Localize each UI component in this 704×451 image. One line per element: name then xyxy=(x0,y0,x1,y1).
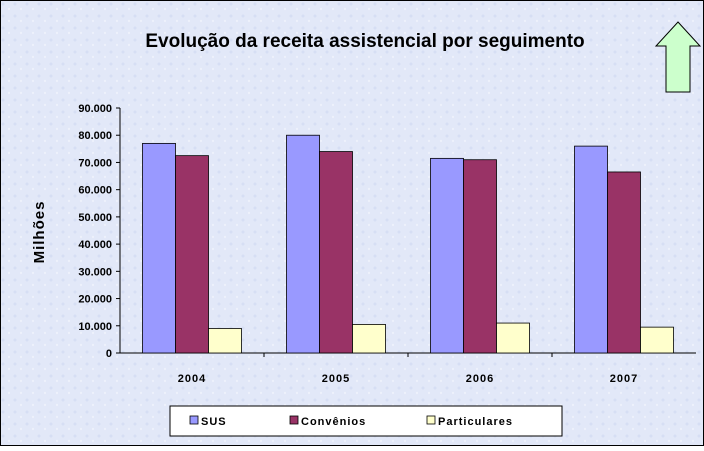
legend-label: SUS xyxy=(201,416,227,428)
y-tick-label: 0 xyxy=(106,348,112,360)
legend-label: Convênios xyxy=(301,416,366,428)
bar xyxy=(640,326,674,354)
legend-swatch xyxy=(289,415,299,425)
chart-title: Evolução da receita assistencial por seg… xyxy=(145,31,584,52)
bar xyxy=(430,157,464,354)
x-tick-label: 2006 xyxy=(466,373,494,385)
bar xyxy=(496,322,530,354)
bar xyxy=(319,151,353,354)
x-tick-label: 2004 xyxy=(178,373,206,385)
y-tick-label: 70.000 xyxy=(78,157,112,169)
arrow-icon xyxy=(654,21,702,93)
bar xyxy=(208,328,242,354)
y-tick-label: 40.000 xyxy=(78,239,112,251)
y-tick-label: 90.000 xyxy=(78,103,112,115)
bar xyxy=(142,142,176,354)
bar xyxy=(574,145,608,354)
legend-label: Particulares xyxy=(438,416,513,428)
bar xyxy=(286,134,320,354)
y-tick-label: 20.000 xyxy=(78,294,112,306)
y-tick-label: 30.000 xyxy=(78,266,112,278)
y-tick-label: 60.000 xyxy=(78,185,112,197)
bar xyxy=(607,171,641,354)
y-tick-label: 80.000 xyxy=(78,130,112,142)
y-tick-label: 10.000 xyxy=(78,321,112,333)
bar xyxy=(352,324,386,354)
legend-swatch xyxy=(189,415,199,425)
legend xyxy=(169,405,563,437)
legend-swatch xyxy=(426,415,436,425)
x-tick-label: 2007 xyxy=(610,373,638,385)
x-tick-label: 2005 xyxy=(322,373,350,385)
bar xyxy=(175,155,209,354)
bar xyxy=(463,159,497,354)
y-tick-label: 50.000 xyxy=(78,212,112,224)
y-axis-label: Milhões xyxy=(31,201,48,264)
